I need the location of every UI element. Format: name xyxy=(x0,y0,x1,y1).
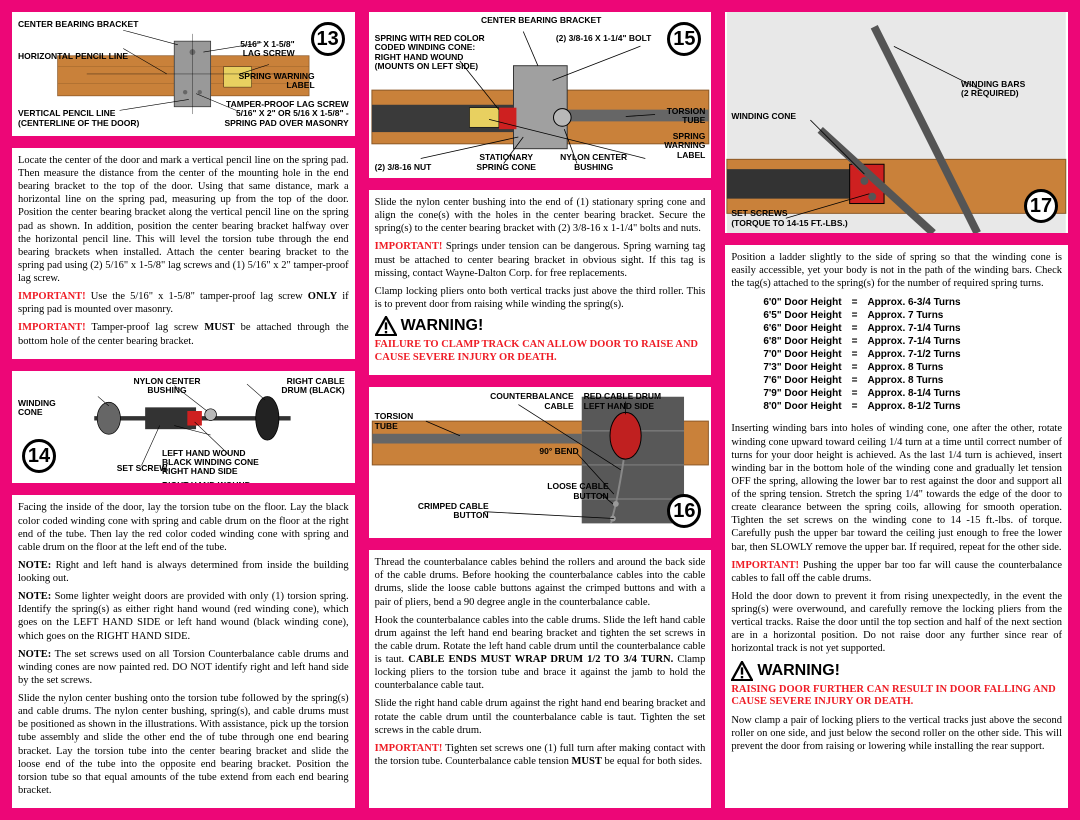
d15-l5: Spring Warning Label xyxy=(645,132,705,160)
text-17: Position a ladder slightly to the side o… xyxy=(723,243,1070,810)
p: NOTE: The set screws used on all Torsion… xyxy=(18,648,349,687)
d16-l1: Counterbalance Cable xyxy=(469,392,574,411)
d14-l2: Right Cable Drum (Black) xyxy=(255,377,345,396)
d16-l4: 90° Bend xyxy=(524,447,579,456)
d16-l2: Red Cable Drum Left Hand Side xyxy=(584,392,694,411)
d13-l1: Center Bearing Bracket xyxy=(18,20,158,29)
d14-l1: Nylon Center Bushing xyxy=(122,377,212,396)
column-left: 13 Center Bearing Bracket Horizontal Pen… xyxy=(10,10,357,810)
column-middle: 15 Center Bearing Bracket Spring With Re… xyxy=(367,10,714,810)
d16-l5: Crimped Cable Button xyxy=(389,502,489,521)
d15-l3: (2) 3/8-16 x 1-1/4" Bolt xyxy=(521,34,651,43)
d15-l7: Stationary Spring Cone xyxy=(469,153,544,172)
diagram-13: 13 Center Bearing Bracket Horizontal Pen… xyxy=(10,10,357,138)
d17-l2: Winding Cone xyxy=(731,112,821,121)
p: IMPORTANT! Use the 5/16" x 1-5/8" tamper… xyxy=(18,290,349,316)
d15-l6: (2) 3/8-16 Nut xyxy=(375,163,460,172)
diagram-15: 15 Center Bearing Bracket Spring With Re… xyxy=(367,10,714,180)
p: Slide the nylon center bushing onto the … xyxy=(18,692,349,797)
d13-l5: Vertical Pencil Line (Centerline of the … xyxy=(18,109,178,128)
d13-l3: 5/16" x 1-5/8" Lag Screw xyxy=(205,40,295,59)
p: Hook the counterbalance cables into the … xyxy=(375,614,706,693)
p: Thread the counterbalance cables behind … xyxy=(375,556,706,609)
table-row: 6'0" Door Height=Approx. 6-3/4 Turns xyxy=(763,297,968,308)
table-row: 7'9" Door Height=Approx. 8-1/4 Turns xyxy=(763,388,968,399)
p: Slide the right hand cable drum against … xyxy=(375,697,706,736)
p: Slide the nylon center bushing into the … xyxy=(375,196,706,235)
table-row: 8'0" Door Height=Approx. 8-1/2 Turns xyxy=(763,401,968,412)
p: Clamp locking pliers onto both vertical … xyxy=(375,285,706,311)
p: IMPORTANT! Pushing the upper bar too far… xyxy=(731,559,1062,585)
p: NOTE: Some lighter weight doors are prov… xyxy=(18,590,349,643)
d17-l1: Winding Bars (2 Required) xyxy=(961,80,1056,99)
d14-l6: Set Screw xyxy=(107,464,177,473)
d16-l6: Loose Cable Button xyxy=(529,482,609,501)
p: IMPORTANT! Tamper-proof lag screw MUST b… xyxy=(18,321,349,347)
warning-icon xyxy=(375,316,397,336)
p: IMPORTANT! Springs under tension can be … xyxy=(375,240,706,279)
warning-icon xyxy=(731,661,753,681)
diagram-14: 14 Nylon Center Bushing Right Cable Drum… xyxy=(10,369,357,486)
text-14: Facing the inside of the door, lay the t… xyxy=(10,493,357,810)
p: IMPORTANT! Tighten set screws one (1) fu… xyxy=(375,742,706,768)
turns-table: 6'0" Door Height=Approx. 6-3/4 Turns 6'5"… xyxy=(761,295,970,414)
table-row: 6'8" Door Height=Approx. 7-1/4 Turns xyxy=(763,336,968,347)
column-right: 17 Winding Bars (2 Required) Winding Con… xyxy=(723,10,1070,810)
diagram-17: 17 Winding Bars (2 Required) Winding Con… xyxy=(723,10,1070,235)
table-row: 7'0" Door Height=Approx. 7-1/2 Turns xyxy=(763,349,968,360)
text-16: Thread the counterbalance cables behind … xyxy=(367,548,714,810)
p: Facing the inside of the door, lay the t… xyxy=(18,501,349,554)
p: Now clamp a pair of locking pliers to th… xyxy=(731,714,1062,753)
p: Hold the door down to prevent it from ri… xyxy=(731,590,1062,656)
p: Locate the center of the door and mark a… xyxy=(18,154,349,285)
warning-text: FAILURE TO CLAMP TRACK CAN ALLOW DOOR TO… xyxy=(375,339,706,364)
d15-l4: Torsion Tube xyxy=(645,107,705,126)
diagram-16: 16 Counterbalance Cable Red Cable Drum L… xyxy=(367,385,714,540)
step-number: 17 xyxy=(1024,189,1058,223)
d14-l3: Winding Cone xyxy=(18,399,78,418)
table-row: 7'6" Door Height=Approx. 8 Turns xyxy=(763,375,968,386)
text-13: Locate the center of the door and mark a… xyxy=(10,146,357,361)
d15-l8: Nylon Center Bushing xyxy=(549,153,639,172)
text-15: Slide the nylon center bushing into the … xyxy=(367,188,714,377)
table-row: 6'6" Door Height=Approx. 7-1/4 Turns xyxy=(763,323,968,334)
table-row: 6'5" Door Height=Approx. 7 Turns xyxy=(763,310,968,321)
d15-l2: Spring With Red Color Coded Winding Cone… xyxy=(375,34,515,71)
warning-text: RAISING DOOR FURTHER CAN RESULT IN DOOR … xyxy=(731,684,1062,709)
d13-l4: Spring Warning Label xyxy=(205,72,315,91)
warning-header: WARNING! xyxy=(731,661,1062,681)
p: Inserting winding bars into holes of win… xyxy=(731,422,1062,553)
warning-header: WARNING! xyxy=(375,316,706,336)
d15-l1: Center Bearing Bracket xyxy=(464,16,619,25)
d17-l3: Set Screws (Torque to 14-15 ft.-lbs.) xyxy=(731,209,901,228)
d13-l6: Tamper-Proof Lag Screw 5/16" x 2" OR 5/1… xyxy=(179,100,349,128)
step-number: 13 xyxy=(311,22,345,56)
table-row: 7'3" Door Height=Approx. 8 Turns xyxy=(763,362,968,373)
p: NOTE: Right and left hand is always dete… xyxy=(18,559,349,585)
d14-l4: Left Hand Wound Black Winding Cone Right… xyxy=(162,449,292,477)
d13-l2: Horizontal Pencil Line xyxy=(18,52,158,61)
d16-l3: Torsion Tube xyxy=(375,412,435,431)
p: Position a ladder slightly to the side o… xyxy=(731,251,1062,290)
d14-l5: Right Hand Wound Red Winding Cone Left H… xyxy=(162,481,292,486)
